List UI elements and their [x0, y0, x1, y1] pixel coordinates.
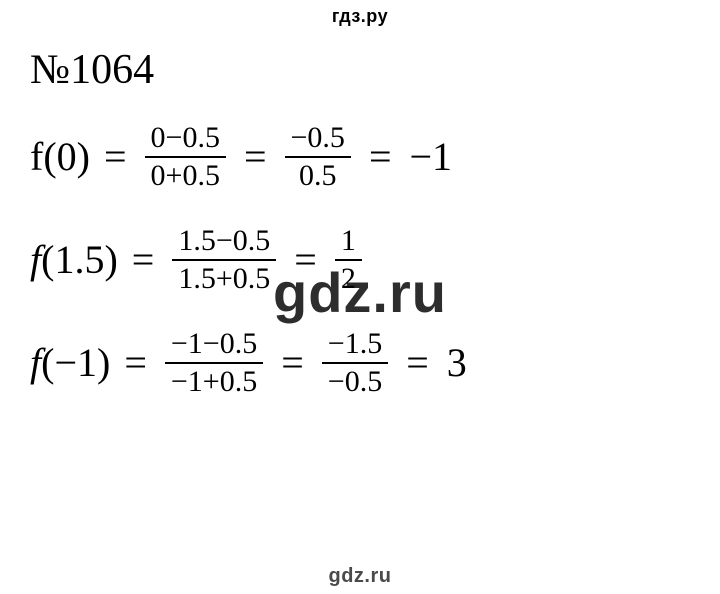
denominator: 0+0.5 — [145, 158, 226, 192]
equation-row: f(−1) = −1−0.5 −1+0.5 = −1.5 −0.5 = 3 — [30, 328, 690, 397]
fraction: 0−0.5 0+0.5 — [145, 122, 226, 191]
site-header: гдз.ру — [0, 6, 720, 27]
equals-sign: = — [244, 137, 267, 177]
numerator: −1.5 — [322, 328, 388, 364]
solution-content: №1064 f(0) = 0−0.5 0+0.5 = −0.5 0.5 = −1… — [30, 46, 690, 431]
function-name: f — [30, 343, 41, 383]
equation-row: f(0) = 0−0.5 0+0.5 = −0.5 0.5 = −1 — [30, 122, 690, 191]
denominator: −1+0.5 — [165, 364, 263, 398]
numerator: −0.5 — [285, 122, 351, 158]
fraction: −0.5 0.5 — [285, 122, 351, 191]
denominator: 2 — [335, 261, 362, 295]
denominator: 1.5+0.5 — [172, 261, 276, 295]
fraction: 1 2 — [335, 225, 362, 294]
equals-sign: = — [104, 137, 127, 177]
numerator: −1−0.5 — [165, 328, 263, 364]
equation-result: −1 — [410, 137, 453, 177]
fraction: −1.5 −0.5 — [322, 328, 388, 397]
equals-sign: = — [406, 343, 429, 383]
function-name: f — [30, 240, 41, 280]
equals-sign: = — [132, 240, 155, 280]
numerator: 0−0.5 — [145, 122, 226, 158]
equals-sign: = — [124, 343, 147, 383]
equals-sign: = — [369, 137, 392, 177]
denominator: −0.5 — [322, 364, 388, 398]
function-arg: (0) — [43, 137, 90, 177]
function-arg: (1.5) — [41, 240, 118, 280]
equation-row: f(1.5) = 1.5−0.5 1.5+0.5 = 1 2 — [30, 225, 690, 294]
denominator: 0.5 — [293, 158, 343, 192]
equation-result: 3 — [447, 343, 467, 383]
numerator: 1 — [335, 225, 362, 261]
fraction: −1−0.5 −1+0.5 — [165, 328, 263, 397]
equals-sign: = — [294, 240, 317, 280]
function-arg: (−1) — [41, 343, 110, 383]
numerator: 1.5−0.5 — [172, 225, 276, 261]
problem-number: №1064 — [30, 46, 690, 94]
equals-sign: = — [281, 343, 304, 383]
fraction: 1.5−0.5 1.5+0.5 — [172, 225, 276, 294]
site-footer: gdz.ru — [0, 565, 720, 588]
function-name: f — [30, 137, 43, 177]
